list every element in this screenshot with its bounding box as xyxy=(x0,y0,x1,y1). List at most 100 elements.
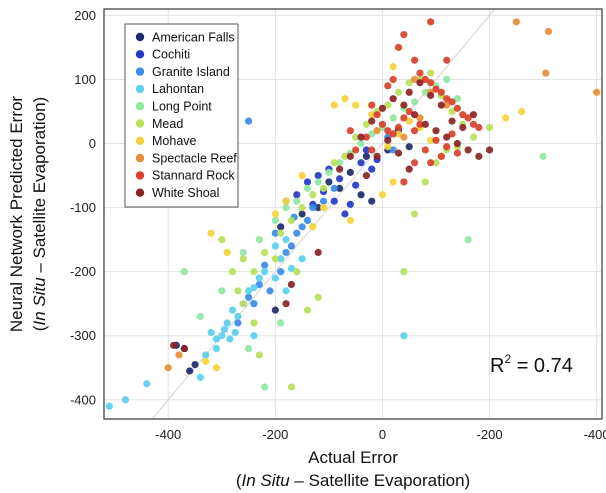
point-5-30 xyxy=(314,293,322,301)
legend-label-0: American Falls xyxy=(152,30,235,44)
point-9-16 xyxy=(485,146,494,154)
point-1-4 xyxy=(330,197,338,205)
point-9-1 xyxy=(180,344,188,353)
point-5-13 xyxy=(330,159,338,167)
point-6-19 xyxy=(346,216,354,225)
point-0-4 xyxy=(336,184,344,192)
point-8-9 xyxy=(448,98,456,106)
point-4-8 xyxy=(303,184,312,192)
point-3-21 xyxy=(212,344,221,353)
y-tick-label-2: 0 xyxy=(89,136,96,151)
one-to-one-line xyxy=(151,8,496,420)
point-1-8 xyxy=(357,159,365,167)
point-2-20 xyxy=(389,146,397,154)
point-3-17 xyxy=(282,287,290,295)
point-8-6 xyxy=(432,85,440,93)
point-4-3 xyxy=(239,248,247,257)
x-tick-label-1: -200 xyxy=(262,427,288,442)
point-4-14 xyxy=(368,130,376,138)
point-7-6 xyxy=(410,75,419,84)
legend-marker-7 xyxy=(135,153,145,163)
y-axis-italic-part: In Situ xyxy=(30,277,49,326)
point-9-10 xyxy=(421,120,429,128)
point-1-9 xyxy=(362,146,370,154)
point-7-10 xyxy=(400,133,408,141)
r-squared-r: R xyxy=(490,355,504,377)
point-2-3 xyxy=(261,261,269,269)
point-5-0 xyxy=(218,236,226,244)
point-2-17 xyxy=(250,300,258,308)
point-8-10 xyxy=(453,104,462,112)
point-5-28 xyxy=(287,383,296,391)
point-9-13 xyxy=(453,139,462,148)
point-3-19 xyxy=(298,255,306,263)
legend-label-7: Spectacle Reef xyxy=(152,151,237,165)
point-8-17 xyxy=(378,120,387,128)
point-4-2 xyxy=(218,287,226,295)
point-9-17 xyxy=(405,88,413,96)
point-1-6 xyxy=(341,210,349,218)
point-4-5 xyxy=(271,216,279,225)
point-8-25 xyxy=(421,146,429,154)
point-1-1 xyxy=(303,178,312,186)
point-2-13 xyxy=(330,184,338,192)
point-5-38 xyxy=(255,351,263,359)
point-6-0 xyxy=(207,229,215,237)
point-4-22 xyxy=(453,95,462,103)
point-3-14 xyxy=(261,268,269,276)
point-5-24 xyxy=(448,107,456,116)
point-6-12 xyxy=(405,117,413,125)
plot-frame xyxy=(103,8,603,420)
point-0-3 xyxy=(325,178,333,186)
point-4-26 xyxy=(261,383,269,391)
point-8-23 xyxy=(410,127,419,135)
point-5-14 xyxy=(341,152,349,160)
point-1-5 xyxy=(336,175,344,183)
point-5-31 xyxy=(400,268,408,276)
point-4-21 xyxy=(443,75,451,84)
y-axis-title-line1: Neural Network Predicted Error xyxy=(7,96,26,333)
point-6-16 xyxy=(202,357,210,365)
point-9-18 xyxy=(416,79,424,87)
point-8-33 xyxy=(352,146,360,154)
point-2-10 xyxy=(303,216,312,225)
point-5-27 xyxy=(485,123,494,132)
point-8-38 xyxy=(443,56,451,64)
legend-label-6: Mohave xyxy=(152,134,197,148)
point-5-34 xyxy=(432,159,440,167)
point-8-37 xyxy=(427,18,435,26)
point-4-27 xyxy=(277,319,285,327)
point-2-4 xyxy=(266,287,274,295)
point-6-11 xyxy=(394,130,403,138)
point-5-33 xyxy=(421,178,429,186)
point-8-36 xyxy=(389,75,397,84)
point-3-8 xyxy=(228,306,237,314)
point-8-30 xyxy=(448,130,456,138)
point-6-20 xyxy=(378,191,387,199)
point-6-18 xyxy=(309,223,317,231)
point-3-16 xyxy=(277,255,285,263)
point-9-11 xyxy=(432,127,440,135)
y-tick-label-6: -400 xyxy=(70,392,96,407)
point-9-28 xyxy=(405,165,413,173)
point-0-13 xyxy=(314,203,322,212)
point-9-14 xyxy=(464,146,472,154)
point-9-19 xyxy=(427,91,435,100)
point-3-28 xyxy=(400,332,408,340)
legend-marker-0 xyxy=(135,32,145,42)
point-5-6 xyxy=(271,255,279,263)
point-8-15 xyxy=(368,101,376,109)
point-5-19 xyxy=(394,88,403,96)
point-3-20 xyxy=(207,328,215,337)
point-6-7 xyxy=(341,95,349,103)
point-8-12 xyxy=(464,114,472,122)
point-8-21 xyxy=(400,114,408,122)
point-4-7 xyxy=(293,197,301,205)
x-axis-italic-part: In Situ xyxy=(241,471,290,490)
point-4-11 xyxy=(336,159,344,167)
point-5-5 xyxy=(261,248,269,257)
x-axis-open-paren: ( xyxy=(236,471,242,490)
point-0-8 xyxy=(357,191,365,199)
point-8-14 xyxy=(475,123,483,132)
